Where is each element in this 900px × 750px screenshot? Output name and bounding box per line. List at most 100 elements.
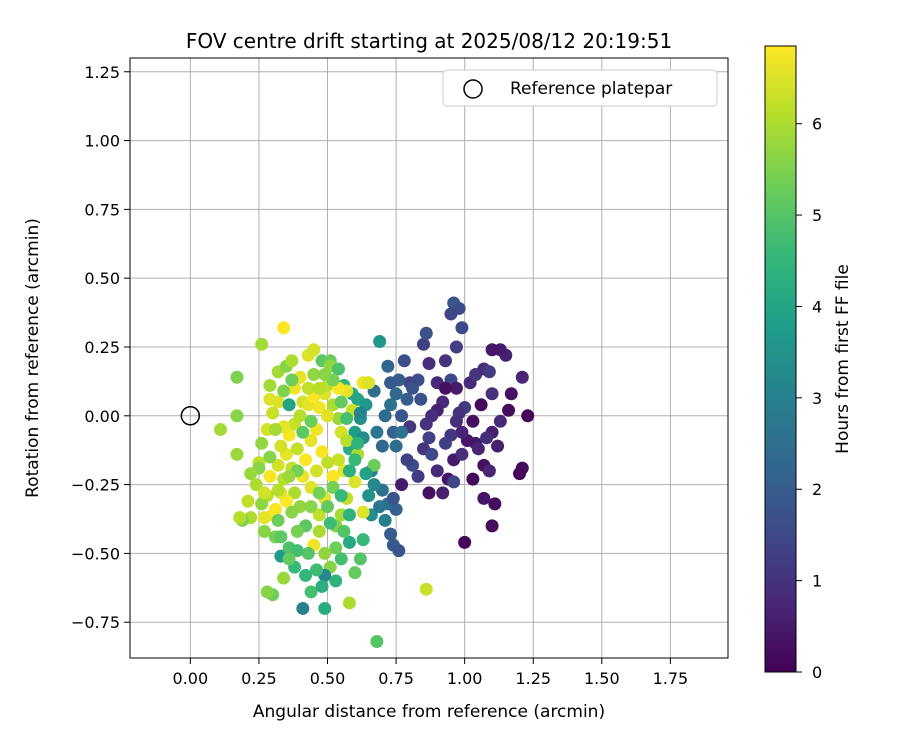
x-tick-label: 1.75 <box>653 669 689 688</box>
data-point <box>455 321 469 335</box>
data-point <box>323 516 337 530</box>
data-point <box>397 354 411 368</box>
data-point <box>395 425 409 439</box>
data-point <box>304 414 318 428</box>
data-point <box>301 546 315 560</box>
data-point <box>400 453 414 467</box>
data-point <box>244 467 258 481</box>
x-axis-ticks: 0.00 0.25 0.50 0.75 1.00 1.25 1.50 1.75 <box>173 658 689 688</box>
x-tick-label: 1.00 <box>447 669 483 688</box>
data-point <box>255 436 269 450</box>
data-point <box>417 337 431 351</box>
data-point <box>438 354 452 368</box>
data-point <box>277 571 291 585</box>
y-tick-label: 1.00 <box>84 132 120 151</box>
data-point <box>277 384 291 398</box>
data-point <box>485 343 499 357</box>
data-point <box>337 524 351 538</box>
chart-title: FOV centre drift starting at 2025/08/12 … <box>186 29 672 53</box>
data-point <box>241 494 255 508</box>
colorbar-tick-label: 5 <box>812 206 822 225</box>
data-point <box>521 409 535 423</box>
data-point <box>304 585 318 599</box>
data-point <box>362 376 376 390</box>
data-point <box>356 533 370 547</box>
data-point <box>449 340 463 354</box>
data-point <box>263 469 277 483</box>
data-point <box>449 414 463 428</box>
data-point <box>255 337 269 351</box>
data-point <box>299 568 313 582</box>
data-point <box>312 508 326 522</box>
data-point <box>425 447 439 461</box>
data-point <box>301 381 315 395</box>
legend-box <box>442 69 718 107</box>
y-tick-label: 1.25 <box>84 63 120 82</box>
data-point <box>419 326 433 340</box>
colorbar-tick-label: 1 <box>812 572 822 591</box>
data-point <box>359 467 373 481</box>
colorbar: 0 1 2 3 4 5 6 Hours from first FF file <box>764 45 853 682</box>
data-point <box>296 601 310 615</box>
data-point <box>340 412 354 426</box>
data-point <box>389 439 403 453</box>
data-point <box>255 497 269 511</box>
data-point <box>513 467 527 481</box>
data-point <box>348 566 362 580</box>
data-point <box>502 403 516 417</box>
data-point <box>274 530 288 544</box>
colorbar-tick-label: 3 <box>812 389 822 408</box>
data-point <box>307 343 321 357</box>
data-point <box>329 541 343 555</box>
data-point <box>233 511 247 525</box>
data-point <box>331 362 345 376</box>
data-point <box>334 552 348 566</box>
data-point <box>307 368 321 382</box>
data-point <box>485 519 499 533</box>
data-point <box>260 585 274 599</box>
data-points <box>214 296 535 648</box>
data-point <box>342 464 356 478</box>
data-point <box>351 436 365 450</box>
data-point <box>381 359 395 373</box>
data-point <box>340 434 354 448</box>
data-point <box>378 513 392 527</box>
data-point <box>257 486 271 500</box>
plot-frame <box>129 57 729 659</box>
y-axis-ticks: −0.75 −0.50 −0.25 0.00 0.25 0.50 0.75 1.00 1.25 <box>71 63 130 632</box>
x-tick-label: 0.75 <box>378 669 414 688</box>
y-tick-label: 0.50 <box>84 269 120 288</box>
colorbar-scale <box>764 45 797 673</box>
data-point <box>373 334 387 348</box>
legend: Reference platepar <box>442 69 718 107</box>
data-point <box>329 574 343 588</box>
data-point <box>257 524 271 538</box>
data-point <box>296 425 310 439</box>
data-point <box>400 392 414 406</box>
data-point <box>353 552 367 566</box>
data-point <box>290 544 304 558</box>
data-point <box>466 414 480 428</box>
data-point <box>384 398 398 412</box>
data-point <box>293 409 307 423</box>
data-point <box>285 505 299 519</box>
data-point <box>373 500 387 514</box>
data-point <box>315 445 329 459</box>
data-point <box>353 406 367 420</box>
data-point <box>471 442 485 456</box>
colorbar-label: Hours from first FF file <box>833 264 853 454</box>
data-point <box>367 478 381 492</box>
data-point <box>348 475 362 489</box>
colorbar-tick-label: 0 <box>812 663 822 682</box>
data-point <box>384 376 398 390</box>
data-point <box>321 409 335 423</box>
x-tick-label: 1.50 <box>584 669 620 688</box>
data-point <box>310 563 324 577</box>
data-point <box>288 486 302 500</box>
data-point <box>444 307 458 321</box>
data-point <box>389 502 403 516</box>
data-point <box>334 489 348 503</box>
data-point <box>466 472 480 486</box>
data-point <box>430 464 444 478</box>
data-point <box>485 387 499 401</box>
